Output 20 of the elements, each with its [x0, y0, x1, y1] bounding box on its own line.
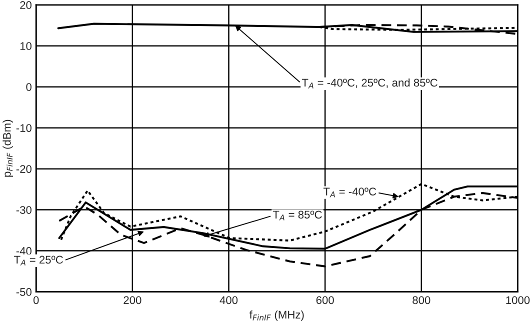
- x-tick-label: 600: [316, 296, 334, 304]
- y-tick-label: -20: [16, 165, 32, 173]
- y-tick-label: 20: [20, 1, 32, 10]
- annotation: T$_{A}$ = 25ºC: [14, 256, 63, 266]
- annotation: T$_{A}$ = -40ºC, 25ºC, and 85ºC: [302, 78, 438, 88]
- annotation: T$_{A}$ = -40ºC: [323, 188, 376, 198]
- x-axis-title: f$_{FinIF}$ (MHz): [249, 310, 304, 321]
- y-tick-label: -50: [16, 288, 32, 296]
- x-tick-label: 200: [124, 296, 142, 304]
- x-tick-label: 400: [220, 296, 238, 304]
- annotation: T$_{A}$ = 85ºC: [272, 210, 322, 220]
- y-tick-label: -30: [16, 206, 32, 214]
- x-tick-label: 1000: [506, 296, 530, 304]
- y-tick-label: -40: [16, 247, 32, 255]
- y-tick-label: 0: [26, 83, 32, 91]
- y-tick-label: -10: [16, 124, 32, 132]
- y-tick-label: 10: [20, 42, 32, 50]
- x-tick-label: 800: [412, 296, 430, 304]
- y-axis-title: p$_{FinIF}$ (dBm): [2, 120, 14, 177]
- x-tick-label: 0: [33, 296, 39, 304]
